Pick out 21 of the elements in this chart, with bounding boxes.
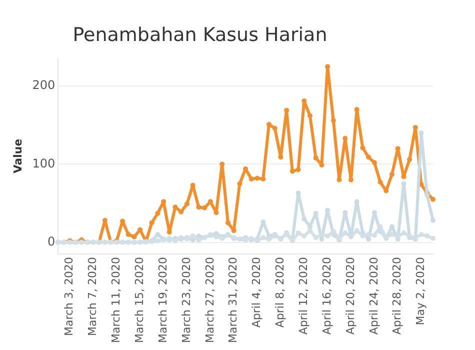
x-tick-label: March 19, 2020 (156, 256, 170, 344)
x-tick-label: March 3, 2020 (62, 256, 76, 336)
x-tick-label: March 23, 2020 (180, 256, 193, 344)
x-tick-label: March 15, 2020 (132, 256, 146, 344)
x-tick-label: April 4, 2020 (250, 256, 264, 328)
x-tick-label: April 12, 2020 (296, 256, 310, 335)
x-tick-label: April 28, 2020 (390, 256, 404, 335)
y-tick-label: 200 (32, 78, 56, 92)
y-tick-label: 0 (47, 234, 56, 248)
x-tick-label: April 8, 2020 (274, 256, 287, 328)
x-tick-label: April 20, 2020 (344, 256, 357, 335)
y-axis-title: Value (11, 138, 24, 174)
y-tick-label: 100 (32, 156, 56, 170)
x-tick-label: March 11, 2020 (110, 256, 123, 344)
chart-title: Penambahan Kasus Harian (72, 24, 328, 46)
x-tick-label: March 31, 2020 (226, 256, 240, 344)
x-tick-label: May 2, 2020 (414, 256, 428, 326)
x-tick-label: March 27, 2020 (203, 256, 216, 344)
x-tick-label: April 16, 2020 (320, 256, 334, 335)
x-tick-label: April 24, 2020 (367, 256, 380, 335)
x-tick-label: March 7, 2020 (86, 256, 100, 336)
